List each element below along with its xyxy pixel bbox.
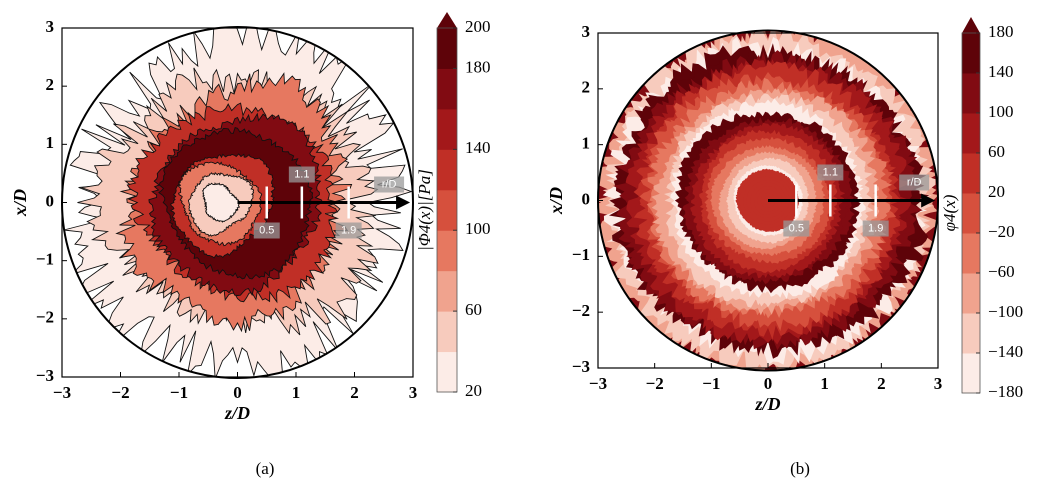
x-tick-label: 0 [764, 374, 773, 393]
colorbar-band [962, 73, 980, 114]
colorbar-band [437, 311, 457, 353]
colorbar-extend [962, 17, 980, 33]
y-tick-label: −2 [572, 301, 590, 320]
panel-label: (b) [790, 459, 810, 478]
colorbar-band [962, 313, 980, 354]
colorbar-band [962, 233, 980, 274]
colorbar-band [437, 230, 457, 272]
colorbar-band [962, 33, 980, 74]
colorbar-band [437, 68, 457, 110]
colorbar-tick-label: 140 [465, 138, 491, 157]
colorbar-band [437, 108, 457, 150]
colorbar-tick-label: −20 [988, 222, 1015, 241]
colorbar-tick-label: 20 [465, 381, 482, 400]
colorbar-tick-label: −180 [988, 382, 1023, 401]
colorbar-tick-label: −60 [988, 262, 1015, 281]
colorbar-tick-label: 140 [988, 62, 1014, 81]
x-tick-label: 0 [233, 383, 242, 402]
colorbar-band [437, 351, 457, 393]
colorbar-band [437, 149, 457, 191]
marker-label: 1.9 [868, 222, 883, 234]
colorbar-tick-label: 180 [465, 57, 491, 76]
y-tick-label: −1 [36, 250, 54, 269]
y-tick-label: −3 [36, 366, 54, 385]
y-tick-label: 0 [582, 189, 591, 208]
x-axis-label: z/D [754, 394, 780, 414]
x-tick-label: 2 [877, 374, 886, 393]
marker-label-box [783, 220, 810, 237]
colorbar-band [437, 189, 457, 231]
field [598, 30, 938, 371]
y-tick-label: −3 [572, 357, 590, 376]
colorbar-label: φ4(x) [940, 194, 959, 231]
marker-label: 1.1 [294, 168, 309, 180]
field [62, 27, 413, 378]
arrow-head [921, 193, 936, 208]
y-tick-label: 2 [46, 75, 55, 94]
colorbar-band [962, 153, 980, 194]
marker-label-box [817, 164, 844, 181]
x-tick-label: −1 [170, 383, 188, 402]
colorbar-tick-label: 100 [988, 102, 1014, 121]
colorbar-band [437, 270, 457, 312]
x-axis-label: z/D [224, 403, 250, 423]
x-tick-label: 3 [934, 374, 943, 393]
y-tick-label: −2 [36, 308, 54, 327]
colorbar-frame [961, 32, 981, 394]
colorbar-label: |Φ4(x)|[Pa] [415, 169, 434, 251]
x-tick-label: −2 [646, 374, 664, 393]
x-tick-label: 3 [409, 383, 418, 402]
marker-label: 1.1 [823, 166, 838, 178]
colorbar-extend [437, 12, 457, 28]
y-tick-label: 1 [582, 134, 591, 153]
colorbar-tick-label: −140 [988, 342, 1023, 361]
colorbar-tick-label: 20 [988, 182, 1005, 201]
colorbar-band [962, 353, 980, 394]
marker-label-box [335, 222, 362, 239]
y-axis-label: x/D [546, 187, 566, 215]
y-tick-label: 3 [582, 22, 591, 41]
x-tick-label: −1 [702, 374, 720, 393]
colorbar-band [962, 273, 980, 314]
marker-label-box [253, 222, 280, 239]
y-tick-label: −1 [572, 245, 590, 264]
colorbar-tick-label: 60 [465, 300, 482, 319]
marker-label: 0.5 [259, 224, 274, 236]
marker-label: 0.5 [789, 222, 804, 234]
y-tick-label: 0 [46, 191, 55, 210]
marker-label-box [862, 220, 889, 237]
marker-label-box [288, 166, 315, 183]
colorbar-band [962, 113, 980, 154]
x-tick-label: −3 [589, 374, 607, 393]
y-tick-label: 3 [46, 17, 55, 36]
x-tick-label: −3 [53, 383, 71, 402]
colorbar-tick-label: −100 [988, 302, 1023, 321]
y-axis-label: x/D [10, 189, 30, 217]
y-tick-label: 2 [582, 78, 591, 97]
contour-level [201, 182, 241, 223]
colorbar-tick-label: 200 [465, 17, 491, 36]
colorbar-band [962, 193, 980, 234]
colorbar-tick-label: 100 [465, 219, 491, 238]
x-tick-label: −2 [111, 383, 129, 402]
x-tick-label: 2 [350, 383, 359, 402]
colorbar-band [437, 28, 457, 69]
x-tick-label: 1 [820, 374, 829, 393]
arrow-head [396, 195, 411, 210]
y-tick-label: 1 [46, 133, 55, 152]
colorbar-frame [436, 27, 458, 393]
colorbar-tick-label: 60 [988, 142, 1005, 161]
colorbar-tick-label: 180 [988, 22, 1014, 41]
marker-label: 1.9 [341, 224, 356, 236]
panel-label: (a) [256, 459, 275, 478]
arrow-label-box [899, 174, 930, 191]
arrow-label: r/D [382, 178, 397, 190]
arrow-label: r/D [907, 176, 922, 188]
arrow-label-box [374, 176, 405, 193]
x-tick-label: 1 [292, 383, 301, 402]
